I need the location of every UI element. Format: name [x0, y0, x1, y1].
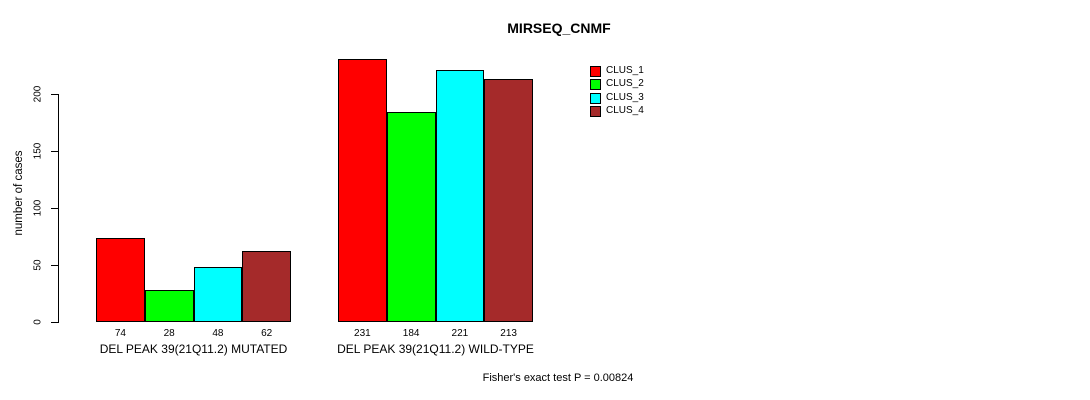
legend-label: CLUS_3 — [606, 91, 644, 103]
y-axis-line — [58, 94, 59, 323]
legend-label: CLUS_2 — [606, 78, 644, 90]
bar-value-label: 213 — [500, 328, 517, 339]
bar-value-label: 184 — [402, 328, 420, 339]
bar-clus_3-group1 — [193, 267, 243, 322]
y-axis-tick — [51, 322, 58, 323]
bar-value-label: 62 — [261, 328, 273, 339]
bar-value-label: 231 — [354, 328, 371, 339]
bar-clus_1-group2 — [338, 58, 387, 322]
footnote: Fisher's exact test P = 0.00824 — [482, 372, 634, 384]
legend-label: CLUS_1 — [606, 65, 644, 76]
y-axis-tick — [51, 208, 58, 209]
y-axis-tick-label: 200 — [32, 85, 44, 103]
y-axis-tick-label: 0 — [32, 319, 44, 325]
legend-swatch-clus_3 — [590, 92, 601, 104]
bar-value-label: 221 — [451, 328, 469, 339]
legend-label: CLUS_4 — [606, 105, 644, 117]
chart-title: MIRSEQ_CNMF — [507, 20, 611, 36]
y-axis-tick — [51, 151, 58, 152]
y-axis-tick-label: 50 — [32, 259, 44, 271]
bar-clus_4-group1 — [242, 251, 291, 322]
legend-swatch-clus_2 — [590, 79, 601, 91]
y-axis-tick — [51, 94, 58, 95]
legend-swatch-clus_4 — [590, 106, 601, 118]
y-axis-title: number of cases — [13, 150, 25, 236]
bar-value-label: 28 — [163, 328, 175, 339]
bar-value-label: 48 — [212, 328, 224, 339]
bar-clus_1-group1 — [96, 237, 145, 322]
x-axis-group-label: DEL PEAK 39(21Q11.2) MUTATED — [99, 342, 288, 356]
y-axis-tick-label: 100 — [32, 199, 44, 217]
bar-clus_4-group2 — [484, 79, 533, 322]
bar-clus_3-group2 — [435, 70, 485, 322]
bar-value-label: 74 — [114, 328, 126, 339]
bar-clus_2-group1 — [144, 290, 194, 322]
y-axis-tick — [51, 265, 58, 266]
y-axis-tick-label: 150 — [32, 142, 44, 160]
bar-clus_2-group2 — [386, 112, 436, 322]
legend-swatch-clus_1 — [590, 66, 601, 77]
x-axis-group-label: DEL PEAK 39(21Q11.2) WILD-TYPE — [337, 342, 534, 356]
